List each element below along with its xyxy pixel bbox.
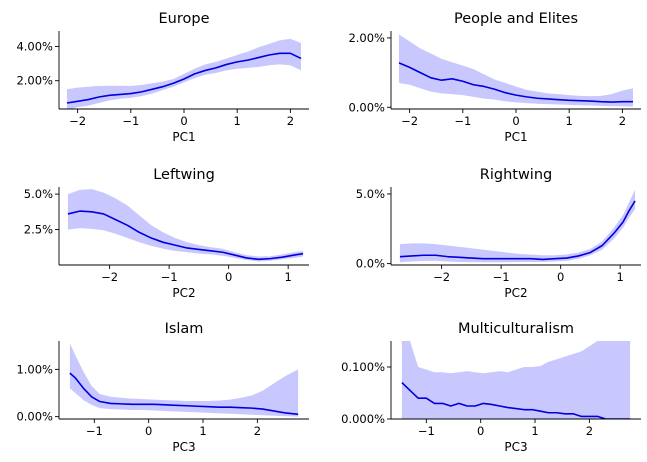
plot-area-3 [67,189,304,262]
subplot-6: −1 0 1 2 0.000% 0.100% Multiculturalism PC3 [341,321,641,454]
y-tick-label: 0.00% [348,100,385,114]
plot-area-5 [69,343,299,417]
subplot-5: −1 0 1 2 0.00% 1.00% Islam PC3 [16,321,309,454]
x-tick-label: 1 [617,270,624,284]
x-tick-label: 2 [619,114,626,128]
plot-area-4 [399,189,636,263]
x-axis-label: PC3 [172,440,195,454]
x-tick-label: −2 [433,270,450,284]
subplot-title: Rightwing [480,167,552,183]
subplot-title: People and Elites [454,11,578,27]
subplot-3: −2 −1 0 1 2.5% 5.0% Leftwing PC2 [24,167,309,300]
confidence-band [401,341,631,419]
y-tick-label: 0.100% [341,360,385,374]
y-tick-label: 4.00% [16,39,53,53]
confidence-band [67,189,304,262]
series-line [401,382,631,419]
y-tick-label: 0.000% [341,412,385,426]
y-tick-label: 0.0% [356,257,385,271]
x-tick-label: 0 [512,114,519,128]
x-tick-label: 1 [566,114,573,128]
series-line [69,372,299,416]
x-tick-label: 0 [225,270,232,284]
x-tick-label: 2 [287,114,294,128]
x-tick-label: −1 [418,424,435,438]
x-tick-label: 0 [145,424,152,438]
series-line [66,52,302,104]
x-tick-label: −2 [101,270,118,284]
y-tick-label: 2.00% [348,31,385,45]
x-tick-label: 1 [199,424,206,438]
subplot-title: Leftwing [153,167,215,183]
y-tick-label: 2.00% [16,74,53,88]
x-axis-label: PC1 [504,130,527,144]
x-tick-label: −1 [493,270,510,284]
x-axis-label: PC2 [172,286,195,300]
subplot-1: −2 −1 0 1 2 2.00% 4.00% Europe PC1 [16,11,309,144]
x-tick-label: 0 [557,270,564,284]
x-tick-label: 1 [234,114,241,128]
x-tick-label: 0 [180,114,187,128]
confidence-band [69,343,299,417]
confidence-band [398,34,634,107]
x-axis-label: PC3 [504,440,527,454]
x-tick-label: −1 [86,424,103,438]
y-tick-label: 5.0% [356,187,385,201]
x-tick-label: −2 [401,114,418,128]
confidence-band [399,189,636,263]
x-axis-label: PC2 [504,286,527,300]
subplot-title: Islam [165,321,204,337]
x-tick-label: −1 [454,114,471,128]
series-line [399,200,636,261]
x-tick-label: −2 [69,114,86,128]
subplot-4: −2 −1 0 1 0.0% 5.0% Rightwing PC2 [356,167,641,300]
y-tick-label: 5.0% [24,187,53,201]
subplot-title: Europe [159,11,210,27]
plot-area-6 [401,341,631,419]
subplot-title: Multiculturalism [458,321,574,337]
x-tick-label: −1 [161,270,178,284]
confidence-band [66,38,302,109]
subplot-2: −2 −1 0 1 2 0.00% 2.00% People and Elites PC1 [348,11,641,144]
x-tick-label: 0 [477,424,484,438]
x-tick-label: −1 [122,114,139,128]
y-tick-label: 1.00% [16,362,53,376]
x-axis-label: PC1 [172,130,195,144]
plot-area-1 [66,38,302,109]
y-tick-label: 0.00% [16,410,53,424]
series-line [67,210,304,261]
x-tick-label: 1 [531,424,538,438]
plot-area-2 [398,34,634,107]
x-tick-label: 2 [586,424,593,438]
y-tick-label: 2.5% [24,223,53,237]
x-tick-label: 2 [254,424,261,438]
series-line [398,62,634,103]
x-tick-label: 1 [285,270,292,284]
